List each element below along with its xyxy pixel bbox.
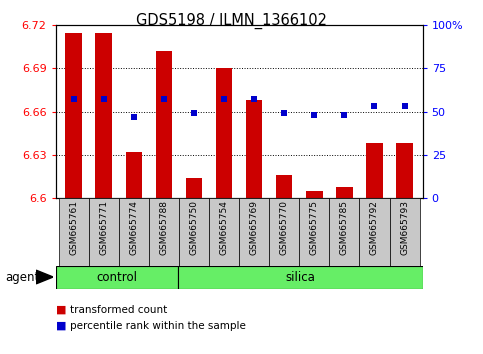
Text: agent: agent [5,270,39,284]
Bar [89,198,119,266]
Bar [246,100,262,198]
Text: percentile rank within the sample: percentile rank within the sample [70,321,246,331]
Text: GSM665769: GSM665769 [250,200,258,255]
Text: GDS5198 / ILMN_1366102: GDS5198 / ILMN_1366102 [136,12,327,29]
Text: transformed count: transformed count [70,305,167,315]
Bar [58,198,89,266]
Bar [119,198,149,266]
Bar [299,198,329,266]
Text: GSM665792: GSM665792 [370,200,379,255]
Bar [149,198,179,266]
Bar [359,198,389,266]
Bar [276,175,293,198]
Text: GSM665771: GSM665771 [99,200,108,255]
Bar [156,51,172,198]
Bar [65,33,82,198]
Bar [389,198,420,266]
Polygon shape [36,270,53,284]
Text: GSM665774: GSM665774 [129,200,138,255]
Text: GSM665788: GSM665788 [159,200,169,255]
Text: silica: silica [285,270,315,284]
Text: GSM665761: GSM665761 [69,200,78,255]
Text: GSM665775: GSM665775 [310,200,319,255]
Bar [216,68,232,198]
Text: GSM665770: GSM665770 [280,200,289,255]
Text: GSM665785: GSM665785 [340,200,349,255]
Bar [126,152,142,198]
Text: control: control [96,270,137,284]
Bar [329,198,359,266]
Bar [209,198,239,266]
Text: ■: ■ [56,321,66,331]
Bar [366,143,383,198]
Text: ■: ■ [56,305,66,315]
Bar [269,198,299,266]
Text: GSM665750: GSM665750 [189,200,199,255]
Text: GSM665793: GSM665793 [400,200,409,255]
Bar [178,266,423,289]
Bar [96,33,112,198]
Bar [336,187,353,198]
Bar [239,198,269,266]
Bar [56,266,178,289]
Bar [179,198,209,266]
Bar [185,178,202,198]
Text: GSM665754: GSM665754 [220,200,228,255]
Bar [396,143,413,198]
Bar [306,191,323,198]
